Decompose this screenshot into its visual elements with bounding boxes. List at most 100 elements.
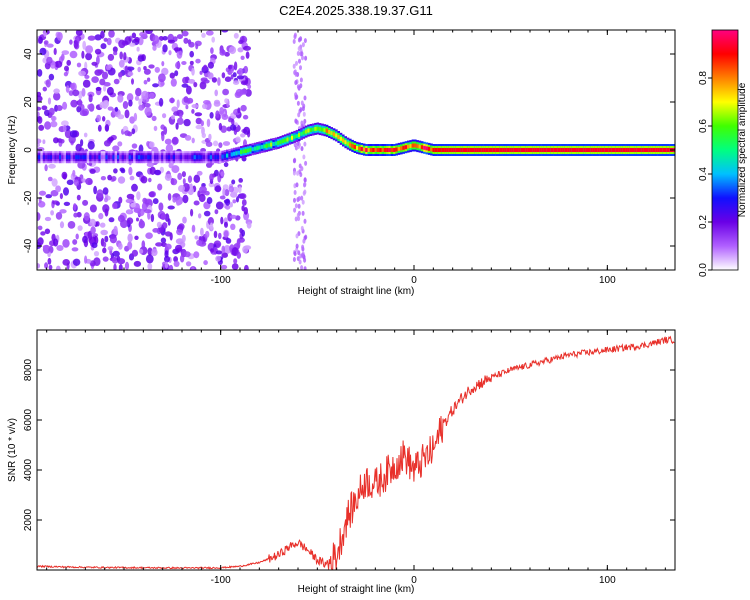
noise-speckle: [301, 106, 305, 112]
ridge-core: [583, 148, 586, 152]
noise-speckle: [62, 101, 68, 110]
ridge-core: [54, 155, 57, 160]
noise-speckle: [131, 183, 138, 192]
noise-speckle: [179, 254, 185, 263]
noise-speckle: [73, 179, 80, 187]
ridge-core: [149, 155, 153, 160]
ridge-core: [393, 148, 396, 152]
ridge-core: [307, 128, 310, 133]
ridge-core: [615, 148, 619, 152]
noise-speckle: [173, 260, 180, 267]
noise-speckle: [100, 229, 108, 236]
ridge-core: [186, 155, 190, 160]
noise-speckle: [45, 79, 51, 88]
noise-speckle: [300, 265, 304, 270]
noise-speckle: [107, 174, 112, 181]
noise-speckle: [124, 36, 132, 45]
noise-speckle: [179, 113, 183, 119]
noise-speckle: [188, 41, 195, 48]
noise-speckle: [229, 214, 237, 219]
ridge-core: [599, 148, 603, 152]
noise-speckle: [117, 94, 124, 103]
noise-speckle: [173, 111, 180, 116]
ridge-core: [200, 155, 204, 160]
noise-speckle: [112, 145, 120, 152]
noise-speckle: [171, 115, 175, 120]
snr-x-axis: -100 0 100: [46, 330, 666, 586]
noise-speckle: [214, 185, 222, 193]
noise-speckle: [295, 60, 298, 66]
noise-speckle: [114, 106, 119, 112]
ridge-core: [59, 155, 62, 160]
ridge-core: [414, 143, 417, 148]
ridge-core: [237, 150, 241, 155]
noise-speckle: [44, 109, 50, 117]
noise-speckle: [194, 112, 203, 117]
ridge-core: [620, 148, 623, 152]
noise-speckle: [292, 158, 296, 164]
spectrogram-y-axis: -40 -20 0 20 40: [23, 48, 675, 253]
noise-speckle: [128, 99, 133, 107]
noise-speckle: [117, 258, 126, 265]
noise-speckle: [300, 100, 304, 106]
ridge-core: [172, 155, 176, 160]
ridge-core: [202, 155, 206, 160]
ridge-core: [407, 144, 410, 149]
ridge-core: [165, 155, 169, 160]
snr-x-label: Height of straight line (km): [298, 584, 415, 595]
noise-speckle: [238, 39, 244, 45]
noise-speckle: [109, 235, 117, 244]
noise-speckle: [72, 89, 80, 97]
noise-speckle: [209, 112, 214, 119]
noise-speckle: [218, 142, 223, 149]
ridge-core: [251, 147, 255, 152]
ridge-core: [488, 148, 491, 152]
noise-speckle: [53, 238, 59, 247]
noise-speckle: [298, 259, 302, 265]
noise-speckle: [228, 46, 237, 55]
noise-speckle: [160, 81, 165, 86]
ridge-core: [578, 148, 582, 152]
ridge-core: [260, 144, 264, 149]
noise-speckle: [164, 261, 169, 269]
snr-marks: [37, 335, 675, 570]
noise-speckle: [88, 94, 93, 103]
noise-speckle: [213, 101, 221, 107]
noise-speckle: [63, 71, 68, 77]
ridge-core: [267, 143, 271, 148]
noise-speckle: [85, 45, 94, 54]
noise-speckle: [193, 82, 198, 88]
ridge-core: [311, 127, 315, 132]
ridge-core: [330, 131, 333, 136]
ridge-core: [588, 148, 591, 152]
noise-speckle: [233, 61, 238, 71]
noise-speckle: [80, 139, 84, 147]
noise-speckle: [96, 189, 104, 198]
noise-speckle: [135, 87, 142, 97]
ridge-core: [379, 148, 382, 152]
noise-speckle: [160, 237, 167, 244]
noise-speckle: [37, 138, 42, 144]
noise-speckle: [37, 69, 43, 77]
noise-speckle: [108, 30, 115, 38]
ridge-core: [639, 148, 642, 152]
noise-speckle: [223, 162, 229, 168]
ridge-core: [581, 148, 584, 152]
ridge-core: [256, 146, 259, 151]
noise-speckle: [139, 218, 144, 226]
noise-speckle: [141, 90, 149, 100]
noise-speckle: [56, 245, 64, 251]
noise-speckle: [302, 111, 306, 117]
noise-speckle: [293, 251, 297, 257]
noise-speckle: [241, 156, 247, 162]
ridge-core: [643, 148, 647, 152]
ridge-core: [432, 148, 436, 152]
noise-speckle: [213, 140, 219, 147]
noise-speckle: [294, 118, 298, 124]
noise-speckle: [300, 146, 304, 152]
noise-speckle: [131, 32, 137, 39]
noise-speckle: [243, 126, 251, 135]
noise-speckle: [186, 85, 192, 95]
noise-speckle: [299, 77, 303, 83]
noise-speckle: [152, 198, 159, 205]
